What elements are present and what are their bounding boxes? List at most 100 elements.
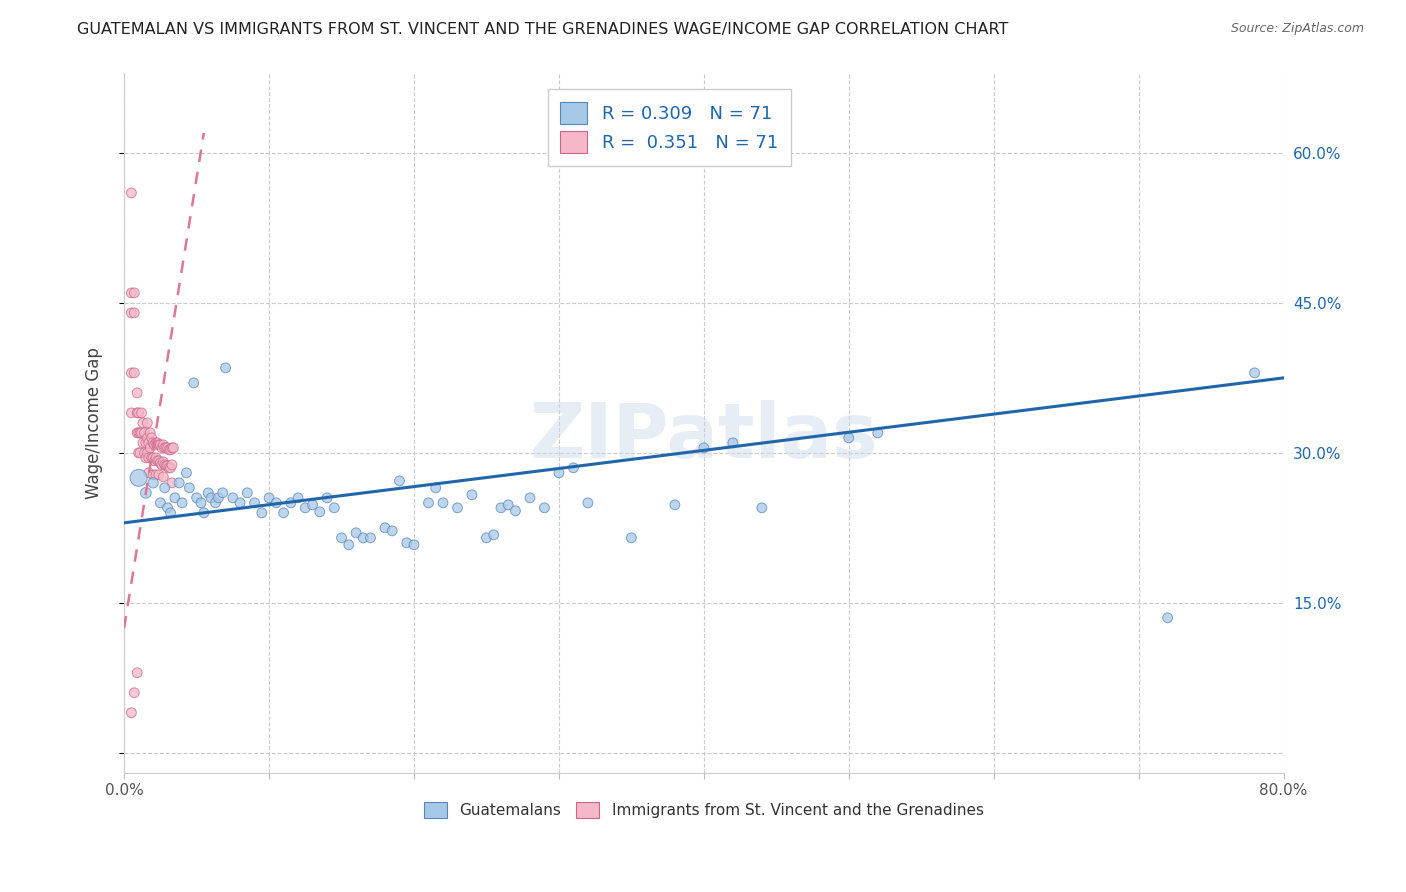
Point — [548, 466, 571, 480]
Y-axis label: Wage/Income Gap: Wage/Income Gap — [86, 347, 103, 499]
Point — [145, 450, 167, 465]
Point — [222, 491, 245, 505]
Point — [142, 467, 165, 482]
Point — [418, 496, 440, 510]
Point — [236, 486, 259, 500]
Point — [128, 446, 150, 460]
Point — [136, 416, 159, 430]
Point — [250, 506, 273, 520]
Point — [280, 496, 302, 510]
Point — [519, 491, 541, 505]
Point — [139, 441, 162, 455]
Point — [127, 385, 149, 400]
Point — [388, 474, 411, 488]
Point — [751, 500, 773, 515]
Point — [190, 496, 212, 510]
Point — [159, 506, 181, 520]
Point — [138, 466, 160, 480]
Point — [120, 306, 142, 320]
Point — [160, 475, 183, 490]
Point — [127, 406, 149, 420]
Point — [693, 441, 716, 455]
Point — [131, 406, 153, 420]
Point — [149, 496, 172, 510]
Point — [352, 531, 374, 545]
Point — [360, 531, 382, 545]
Point — [134, 425, 156, 440]
Point — [176, 466, 198, 480]
Point — [146, 454, 169, 468]
Point — [142, 435, 165, 450]
Text: GUATEMALAN VS IMMIGRANTS FROM ST. VINCENT AND THE GRENADINES WAGE/INCOME GAP COR: GUATEMALAN VS IMMIGRANTS FROM ST. VINCEN… — [77, 22, 1008, 37]
Point — [381, 524, 404, 538]
Point — [120, 706, 142, 720]
Point — [197, 486, 219, 500]
Point — [496, 498, 519, 512]
Point — [150, 441, 173, 455]
Point — [152, 470, 174, 484]
Point — [193, 506, 215, 520]
Point — [159, 442, 181, 457]
Point — [156, 441, 179, 455]
Point — [152, 455, 174, 469]
Point — [129, 446, 152, 460]
Point — [142, 450, 165, 465]
Point — [257, 491, 280, 505]
Point — [200, 491, 222, 505]
Point — [153, 481, 176, 495]
Point — [155, 441, 177, 455]
Point — [159, 460, 181, 475]
Point — [866, 425, 889, 440]
Point — [136, 446, 159, 460]
Point — [127, 665, 149, 680]
Point — [124, 285, 146, 300]
Point — [153, 441, 176, 455]
Point — [128, 471, 150, 485]
Point — [136, 431, 159, 445]
Point — [1243, 366, 1265, 380]
Point — [142, 475, 165, 490]
Point — [149, 438, 172, 452]
Legend: Guatemalans, Immigrants from St. Vincent and the Grenadines: Guatemalans, Immigrants from St. Vincent… — [418, 797, 990, 824]
Point — [163, 491, 186, 505]
Point — [316, 491, 339, 505]
Point — [301, 498, 323, 512]
Point — [131, 425, 153, 440]
Point — [153, 458, 176, 472]
Point — [308, 505, 330, 519]
Point — [1156, 611, 1178, 625]
Point — [160, 441, 183, 455]
Point — [148, 438, 170, 452]
Point — [129, 425, 152, 440]
Point — [146, 435, 169, 450]
Point — [838, 431, 860, 445]
Point — [160, 458, 183, 472]
Point — [124, 366, 146, 380]
Point — [120, 406, 142, 420]
Point — [179, 481, 201, 495]
Point — [134, 446, 156, 460]
Point — [330, 531, 353, 545]
Point — [157, 460, 180, 475]
Point — [135, 450, 157, 465]
Point — [157, 442, 180, 457]
Point — [186, 491, 208, 505]
Point — [489, 500, 512, 515]
Point — [395, 536, 418, 550]
Point — [145, 435, 167, 450]
Point — [172, 496, 194, 510]
Point — [138, 435, 160, 450]
Point — [505, 504, 527, 518]
Point — [183, 376, 205, 390]
Point — [721, 435, 744, 450]
Point — [562, 460, 585, 475]
Point — [243, 496, 266, 510]
Text: ZIPatlas: ZIPatlas — [530, 400, 879, 474]
Point — [167, 475, 190, 490]
Point — [211, 486, 233, 500]
Point — [135, 486, 157, 500]
Point — [124, 306, 146, 320]
Point — [120, 186, 142, 200]
Point — [128, 425, 150, 440]
Point — [337, 538, 360, 552]
